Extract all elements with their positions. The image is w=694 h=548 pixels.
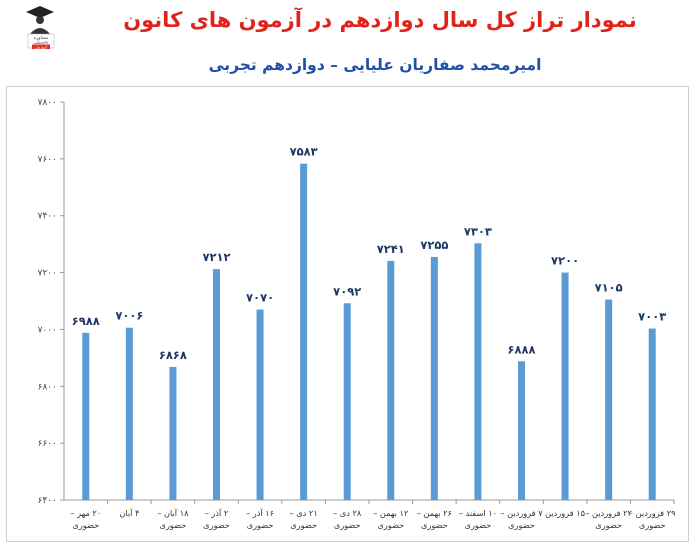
bar	[387, 260, 395, 500]
x-tick-label: ۲ آذر –	[205, 508, 229, 518]
bar	[474, 243, 482, 501]
x-tick-label: حضوری	[421, 520, 448, 530]
data-label: ۷۰۹۲	[333, 284, 361, 298]
brand-logo: مشاوره تحصیلی آموزش	[20, 4, 62, 50]
bar	[125, 327, 133, 500]
data-label: ۷۰۰۶	[115, 309, 143, 323]
y-tick-label: ۷۴۰۰	[38, 212, 57, 222]
chart-title: نمودار تراز کل سال دوازدهم در آزمون های …	[123, 8, 637, 32]
logo-text-line: مشاوره	[34, 36, 49, 41]
x-tick-label: حضوری	[247, 520, 274, 530]
x-tick-label: حضوری	[508, 520, 535, 530]
bar	[561, 272, 569, 500]
bar	[518, 361, 525, 500]
y-tick-label: ۶۸۰۰	[38, 382, 57, 392]
y-tick-label: ۷۶۰۰	[38, 155, 57, 165]
data-label: ۶۸۸۸	[507, 342, 535, 356]
x-tick-label: ۱۲ بهمن –	[373, 508, 409, 518]
bar	[343, 303, 351, 500]
x-tick-label: حضوری	[72, 520, 99, 530]
chart-subtitle: امیرمحمد صفاریان علیایی – دوازدهم تجربی	[208, 56, 542, 74]
x-tick-label: ۲۸ دی –	[333, 508, 362, 518]
chart-frame	[6, 86, 689, 542]
bar	[82, 332, 90, 500]
data-label: ۷۳۰۳	[464, 224, 492, 238]
x-tick-label: حضوری	[203, 520, 230, 530]
x-tick-label: حضوری	[160, 520, 187, 530]
x-tick-label: ۲۱ دی –	[290, 508, 318, 518]
bar	[648, 328, 656, 500]
x-tick-label: ۱۸ آبان –	[157, 508, 189, 518]
y-tick-label: ۶۴۰۰	[38, 496, 57, 506]
x-tick-label: ۲۹ فروردین –	[629, 508, 676, 518]
x-tick-label: ۷ فروردین –	[500, 508, 543, 518]
y-tick-label: ۶۶۰۰	[38, 439, 57, 449]
data-label: ۷۰۰۳	[638, 310, 666, 324]
logo-text-line: تحصیلی	[34, 41, 49, 46]
graduate-logo-icon: مشاوره تحصیلی آموزش	[26, 6, 55, 49]
y-tick-label: ۷۸۰۰	[38, 98, 57, 108]
x-tick-label: حضوری	[334, 520, 361, 530]
data-label: ۶۸۶۸	[159, 348, 187, 362]
data-label: ۷۲۰۰	[551, 254, 579, 268]
data-label: ۷۱۰۵	[595, 281, 623, 295]
x-tick-label: ۱۵ فروردین	[545, 508, 585, 518]
x-tick-label: حضوری	[465, 520, 492, 530]
x-tick-label: ۱۶ آذر –	[246, 508, 274, 518]
bar	[430, 256, 438, 500]
bar	[300, 163, 308, 500]
bar	[169, 366, 177, 500]
y-tick-label: ۷۰۰۰	[38, 325, 57, 335]
x-tick-label: ۲۰ مهر –	[70, 508, 101, 518]
bar	[256, 309, 264, 500]
x-tick-label: حضوری	[290, 520, 317, 530]
bar	[213, 269, 220, 500]
x-tick-label: حضوری	[377, 520, 404, 530]
x-tick-label: ۴ آبان	[119, 508, 139, 518]
data-label: ۷۵۸۳	[290, 145, 318, 159]
data-label: ۷۲۴۱	[377, 242, 405, 256]
data-label: ۷۲۵۵	[420, 238, 448, 252]
x-tick-label: ۱۰ اسفند –	[459, 508, 497, 518]
x-tick-label: حضوری	[595, 520, 622, 530]
y-tick-label: ۷۲۰۰	[38, 269, 57, 279]
data-label: ۷۰۷۰	[246, 291, 274, 305]
bar	[605, 299, 613, 500]
x-tick-label: ۲۶ بهمن –	[417, 508, 452, 518]
data-label: ۷۲۱۲	[202, 250, 230, 264]
x-tick-label: ۲۲ فروردین –	[585, 508, 632, 518]
data-label: ۶۹۸۸	[72, 314, 100, 328]
logo-text-line: آموزش	[35, 44, 47, 49]
x-tick-label: حضوری	[639, 520, 666, 530]
